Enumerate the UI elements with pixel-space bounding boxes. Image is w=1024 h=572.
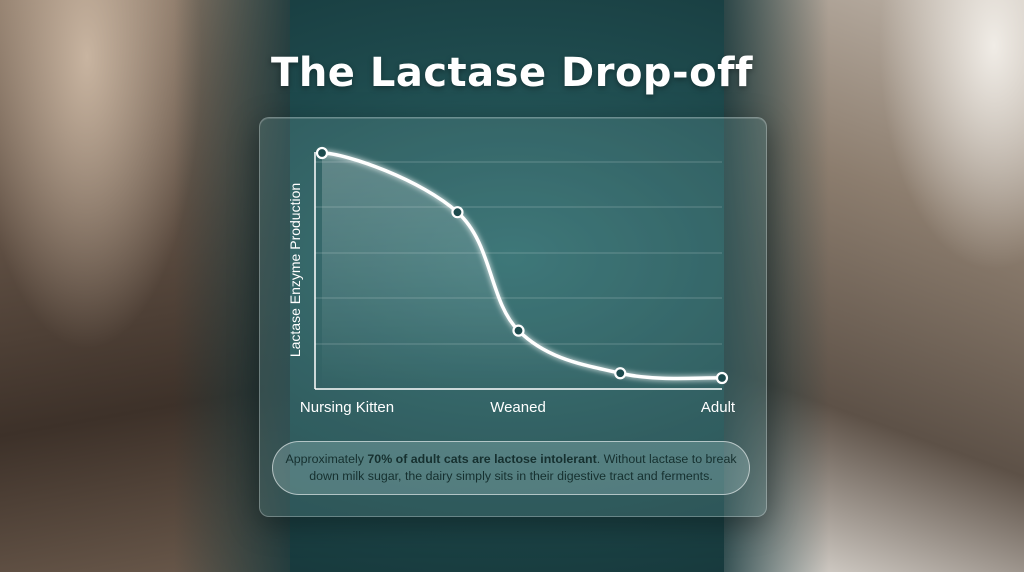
caption-box: Approximately 70% of adult cats are lact…	[272, 441, 750, 495]
x-tick-label: Weaned	[490, 399, 546, 416]
x-tick-label: Nursing Kitten	[300, 399, 394, 416]
area-fill	[322, 153, 722, 389]
x-tick-label: Adult	[701, 399, 736, 416]
nursing-kitten-photo	[0, 0, 290, 572]
page-title: The Lactase Drop-off	[271, 50, 753, 96]
caption-part1: Approximately	[285, 452, 368, 466]
caption-text: Approximately 70% of adult cats are lact…	[285, 451, 737, 485]
series-line	[321, 151, 723, 381]
data-point	[614, 367, 627, 380]
y-axis-label: Lactase Enzyme Production	[287, 183, 303, 357]
caption-part2: . Without lactase to break down milk sug…	[309, 452, 737, 483]
adult-cat-photo	[724, 0, 1024, 572]
data-point	[715, 371, 729, 385]
data-point	[512, 324, 525, 337]
caption-bold: 70% of adult cats are lactose intolerant	[367, 452, 597, 466]
data-point	[451, 206, 464, 219]
data-point	[315, 146, 329, 160]
